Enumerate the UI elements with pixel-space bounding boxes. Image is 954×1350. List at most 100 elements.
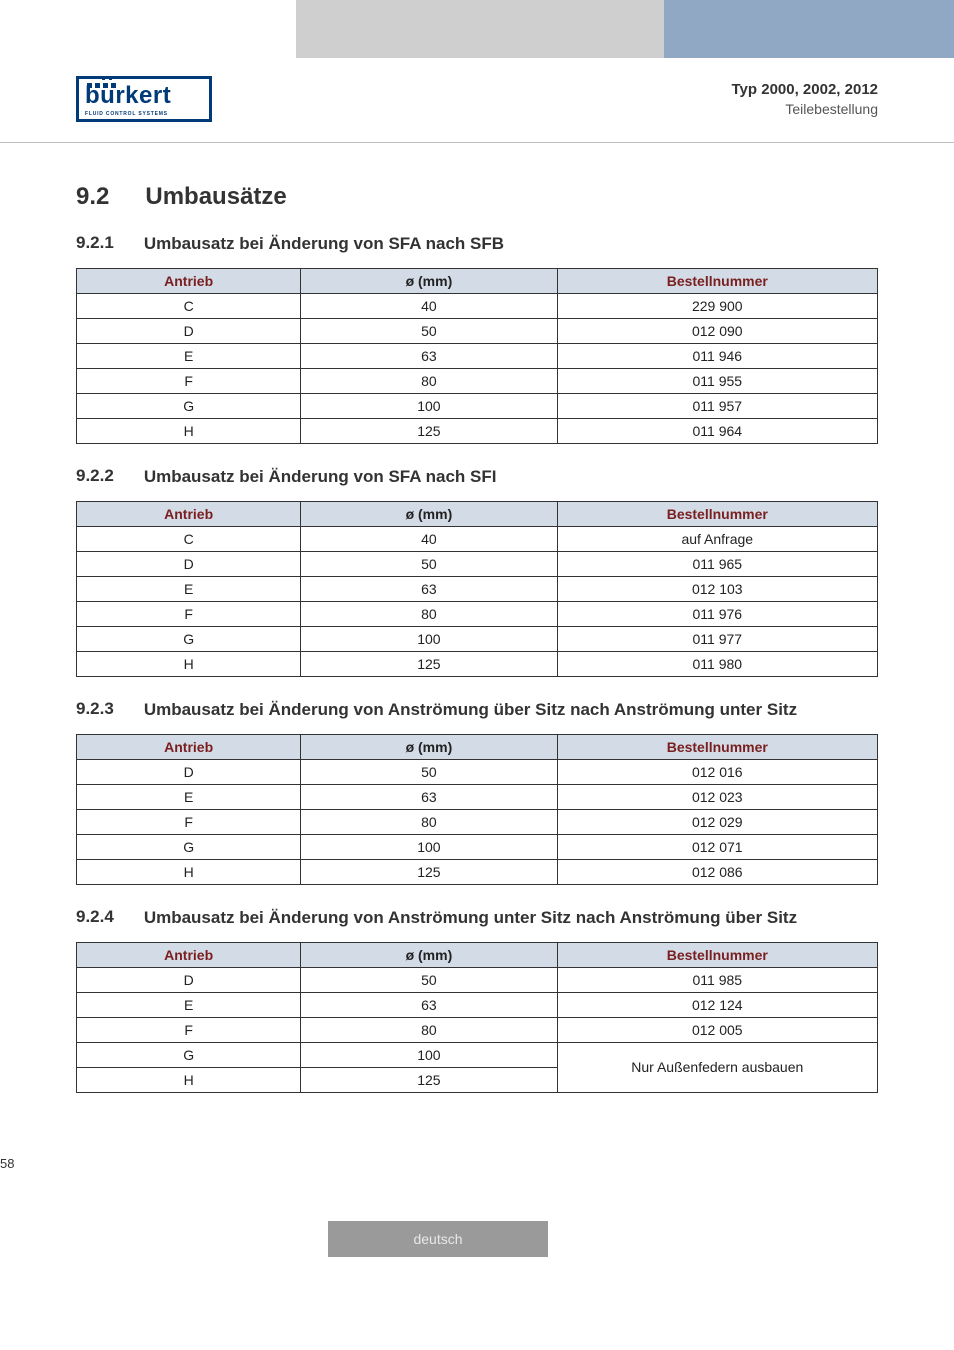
table-row: F80012 005 [77,1017,878,1042]
table-cell: 125 [301,651,557,676]
table-cell: 63 [301,576,557,601]
table-row: C40auf Anfrage [77,526,878,551]
table-cell: 50 [301,318,557,343]
subsection-number: 9.2.1 [76,233,114,253]
table-row: H125011 964 [77,418,878,443]
table-header-cell: Bestellnummer [557,734,877,759]
table-row: H125012 086 [77,859,878,884]
doc-section-name: Teilebestellung [296,101,878,117]
table-cell: 011 977 [557,626,877,651]
table-cell: C [77,526,301,551]
data-table: Antriebø (mm)BestellnummerD50012 016E630… [76,734,878,885]
table-cell: 012 016 [557,759,877,784]
subsection-heading: 9.2.1 Umbausatz bei Änderung von SFA nach… [76,233,878,256]
table-cell: 125 [301,1067,557,1092]
table-cell: F [77,368,301,393]
subsection-heading: 9.2.2 Umbausatz bei Änderung von SFA nach… [76,466,878,489]
table-cell: H [77,859,301,884]
page-content: MAN 1000080125 ML Version: M Status: RL … [0,143,954,1131]
table-cell: H [77,1067,301,1092]
table-row: D50011 965 [77,551,878,576]
subsection-number: 9.2.3 [76,699,114,719]
data-table: Antriebø (mm)BestellnummerC40229 900D500… [76,268,878,444]
table-cell: G [77,834,301,859]
table-cell: 50 [301,759,557,784]
table-cell: 50 [301,967,557,992]
table-cell: F [77,1017,301,1042]
table-cell: F [77,601,301,626]
table-cell: 012 124 [557,992,877,1017]
table-row: G100011 957 [77,393,878,418]
table-cell: G [77,626,301,651]
table-cell: D [77,967,301,992]
table-cell: 80 [301,809,557,834]
table-cell: 011 964 [557,418,877,443]
table-cell: E [77,784,301,809]
table-header-cell: Bestellnummer [557,942,877,967]
logo-tagline: FLUID CONTROL SYSTEMS [85,111,203,117]
table-cell: D [77,318,301,343]
table-row: F80011 976 [77,601,878,626]
table-row: E63012 103 [77,576,878,601]
table-cell: 229 900 [557,293,877,318]
table-cell: 40 [301,293,557,318]
section-title: Umbausätze [145,183,286,211]
subsection-title: Umbausatz bei Änderung von SFA nach SFI [144,466,878,489]
table-cell: 012 090 [557,318,877,343]
table-cell: 63 [301,784,557,809]
subsection-title: Umbausatz bei Änderung von Anströmung un… [144,907,878,930]
table-cell: 011 946 [557,343,877,368]
header-row: burkert FLUID CONTROL SYSTEMS Typ 2000, … [0,58,954,136]
table-cell: 80 [301,368,557,393]
table-cell: 012 029 [557,809,877,834]
table-cell: 011 980 [557,651,877,676]
table-header-cell: Antrieb [77,734,301,759]
table-cell: 125 [301,418,557,443]
logo-wordmark: burkert [85,84,203,108]
table-row: G100Nur Außenfedern ausbauen [77,1042,878,1067]
table-row: D50012 090 [77,318,878,343]
table-cell: 012 103 [557,576,877,601]
table-cell: G [77,393,301,418]
table-cell: D [77,759,301,784]
doc-type-title: Typ 2000, 2002, 2012 [296,81,878,98]
subsection-title: Umbausatz bei Änderung von Anströmung üb… [144,699,878,722]
table-header-cell: ø (mm) [301,734,557,759]
table-row: D50011 985 [77,967,878,992]
data-table: Antriebø (mm)BestellnummerC40auf Anfrage… [76,501,878,677]
table-header-cell: ø (mm) [301,268,557,293]
table-row: G100012 071 [77,834,878,859]
table-cell: C [77,293,301,318]
table-row: H125011 980 [77,651,878,676]
table-header-cell: ø (mm) [301,942,557,967]
table-header-cell: Antrieb [77,268,301,293]
table-cell: F [77,809,301,834]
subsection-number: 9.2.2 [76,466,114,486]
table-cell: 011 976 [557,601,877,626]
top-left-spacer [0,0,296,58]
burkert-logo: burkert FLUID CONTROL SYSTEMS [76,76,212,122]
section-heading: 9.2 Umbausätze [76,183,878,211]
table-row: E63012 124 [77,992,878,1017]
table-row: E63011 946 [77,343,878,368]
table-cell: 100 [301,626,557,651]
table-cell: 100 [301,834,557,859]
table-cell: 50 [301,551,557,576]
page-number: 58 [0,1156,14,1171]
table-row: E63012 023 [77,784,878,809]
data-table: Antriebø (mm)BestellnummerD50011 985E630… [76,942,878,1093]
table-cell: 012 071 [557,834,877,859]
table-cell: 63 [301,343,557,368]
table-cell: E [77,343,301,368]
table-cell: auf Anfrage [557,526,877,551]
footer-language-bar: deutsch [328,1221,548,1257]
table-cell: G [77,1042,301,1067]
table-header-cell: Bestellnummer [557,501,877,526]
table-cell: E [77,576,301,601]
top-grey-bar [296,0,664,58]
table-cell: H [77,651,301,676]
subsection-heading: 9.2.3 Umbausatz bei Änderung von Anströmu… [76,699,878,722]
subsection-title: Umbausatz bei Änderung von SFA nach SFB [144,233,878,256]
table-header-cell: ø (mm) [301,501,557,526]
table-cell: H [77,418,301,443]
